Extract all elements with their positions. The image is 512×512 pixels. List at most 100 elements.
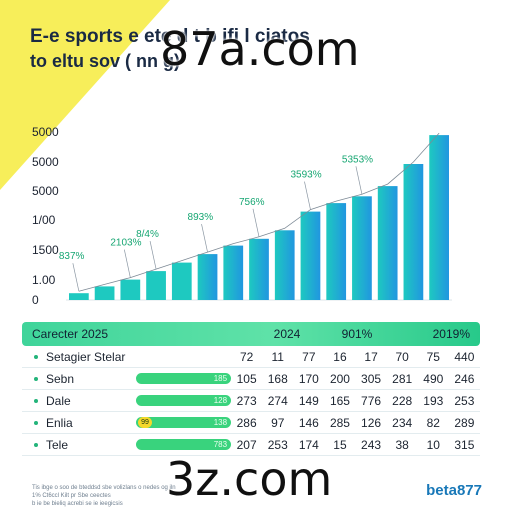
row-label: Setagier Stelar: [22, 350, 136, 364]
table-cell: 149: [298, 393, 319, 408]
y-tick-label: 1.00: [32, 273, 56, 287]
chart-bar: [403, 164, 424, 300]
table-cell: 281: [392, 371, 413, 386]
table-body: Setagier Stelar 72 11 77 16 17 70 75 440 Sebn 185 1…: [22, 346, 480, 456]
footnote-line-1: Tis ibge o soo de bteddsd sbe volizlans …: [32, 485, 176, 491]
table-cell: 207: [236, 437, 257, 452]
y-tick-label: 5000: [32, 125, 59, 139]
table-cell: 193: [423, 393, 444, 408]
row-bar-cell: 138 99: [136, 416, 232, 429]
table-row: Enlia 138 99 286 97 146 285 126 234 82 289: [22, 412, 480, 434]
chart-bar: [146, 271, 166, 300]
table-cell: 38: [395, 437, 409, 452]
table-cell: 440: [454, 349, 475, 364]
footnote: Tis ibge o soo de bteddsd sbe volizlans …: [32, 484, 332, 508]
table-cell: 11: [271, 349, 284, 364]
table-cell: 253: [454, 393, 475, 408]
annotation-leader: [252, 208, 260, 237]
data-label: 8/4%: [136, 229, 159, 240]
footnote-line-2: 1% Ct6ccl Kilt pr Sbe ceectes: [32, 493, 111, 499]
row-progress-pill: 783: [136, 438, 232, 450]
title-line-2: to eltu sov ( nn g): [30, 51, 180, 71]
pill-marker: 99: [138, 416, 152, 428]
chart-bar: [326, 203, 347, 300]
row-bar-cell: 128: [136, 394, 232, 407]
row-progress-pill: 138 99: [136, 416, 232, 428]
table-cell: 174: [298, 437, 319, 452]
annotation-leader: [304, 181, 311, 210]
y-tick-label: 1/00: [32, 213, 56, 227]
data-label: 2103%: [110, 238, 141, 249]
chart-bar: [377, 186, 398, 300]
bullet-icon: [34, 376, 38, 381]
chart-bar: [94, 286, 115, 300]
data-label: 3593%: [290, 170, 321, 181]
footnote-line-3: b ie be bieliq acrebi se ie ieegicsis: [32, 501, 123, 507]
row-label: Enlia: [22, 416, 136, 430]
table-cell: 274: [267, 393, 288, 408]
row-label: Tele: [22, 438, 136, 452]
table-header-col-2: 901%: [341, 327, 373, 341]
table-row: Dale 128 273 274 149 165 776 228 193 253: [22, 390, 480, 412]
table-cell: 286: [236, 415, 257, 430]
table-cell: 200: [329, 371, 350, 386]
table-header-col-1: 2024: [273, 327, 301, 341]
annotation-leader: [201, 224, 208, 253]
table-cell: 16: [333, 349, 347, 364]
row-bar-cell: 185: [136, 372, 232, 385]
row-progress-pill: 128: [136, 394, 232, 406]
table-cell: 243: [361, 437, 382, 452]
table-header: Carecter 2025 2024 901% 2019%: [22, 322, 480, 346]
row-bar-cell: [136, 351, 231, 363]
data-label: 5353%: [342, 154, 373, 165]
chart-bar: [274, 230, 295, 300]
table-cell: 315: [454, 437, 475, 452]
chart-bar: [223, 245, 244, 300]
table-header-label: Carecter 2025: [32, 327, 109, 341]
bullet-icon: [34, 398, 38, 403]
table-cell: 776: [361, 393, 382, 408]
chart-bar: [429, 135, 449, 300]
annotation-leader: [355, 166, 363, 195]
data-label: 837%: [59, 251, 85, 262]
chart-bar: [300, 211, 321, 300]
watermark-bottom: 3z.com: [166, 452, 333, 506]
annotation-leader: [123, 249, 131, 278]
chart-bar: [197, 254, 218, 300]
chart-bar: [249, 238, 269, 300]
table-cell: 228: [392, 393, 413, 408]
data-label: 893%: [188, 212, 214, 223]
row-label-text: Enlia: [46, 415, 73, 430]
watermark-top: 87a.com: [160, 22, 360, 76]
table-cell: 75: [426, 349, 440, 364]
data-label: 756%: [239, 197, 265, 208]
chart-title: E-e sports e ete d t b ifi l ciatos to e…: [30, 24, 450, 74]
chart-bar: [120, 279, 141, 300]
table-cell: 170: [298, 371, 319, 386]
table-cell: 105: [236, 371, 257, 386]
y-tick-label: 5000: [32, 184, 59, 198]
bullet-icon: [34, 420, 38, 425]
table-cell: 17: [364, 349, 378, 364]
row-label-text: Sebn: [46, 371, 75, 386]
row-label-text: Setagier Stelar: [46, 349, 126, 364]
row-bar-cell: 783: [136, 438, 232, 451]
row-label-text: Dale: [46, 393, 71, 408]
row-label: Dale: [22, 394, 136, 408]
table-cell: 82: [426, 415, 440, 430]
chart-bar: [171, 262, 192, 300]
table-cell: 72: [239, 349, 254, 364]
brand-logo: beta877: [426, 482, 482, 499]
table-cell: 15: [333, 437, 347, 452]
table-cell: 305: [361, 371, 382, 386]
y-tick-label: 1500: [32, 243, 59, 257]
table-cell: 168: [267, 371, 288, 386]
table-cell: 97: [271, 415, 285, 430]
table-header-col-3: 2019%: [432, 327, 470, 341]
row-label-text: Tele: [46, 437, 69, 452]
bullet-icon: [34, 354, 38, 359]
table-cell: 253: [267, 437, 288, 452]
table-cell: 285: [329, 415, 350, 430]
